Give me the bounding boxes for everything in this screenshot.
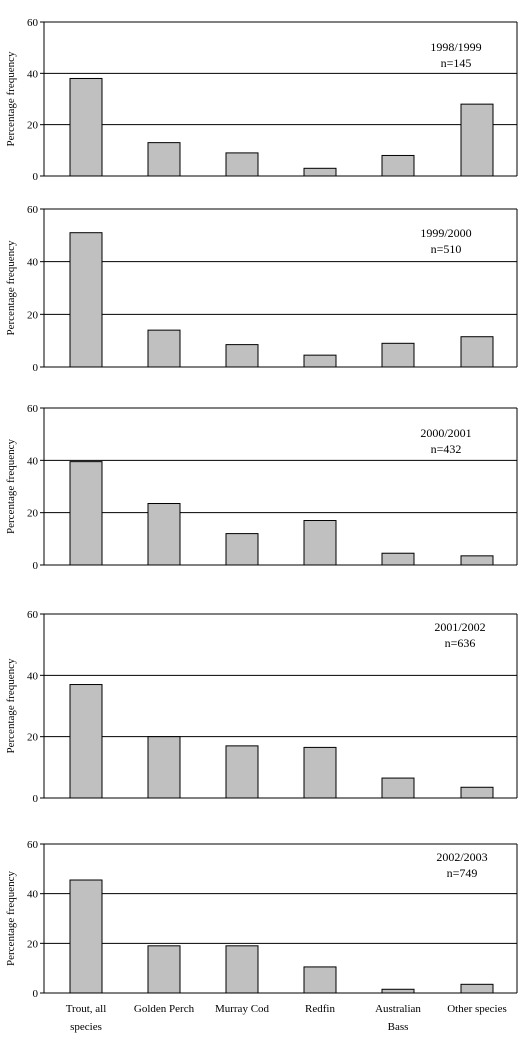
chart-panel-5: 0 20 40 60 Percentage frequency 2002/2003 n=74…	[5, 839, 518, 1000]
bar-australian-bass	[381, 777, 415, 799]
bar-golden-perch	[147, 736, 181, 799]
y-tick-label: 60	[27, 609, 39, 621]
chart-panel-4: 0 20 40 60 Percentage frequency 2001/2002 n=63…	[5, 609, 518, 805]
sample-size-label: n=510	[431, 242, 462, 256]
y-tick-label: 20	[27, 120, 39, 132]
bar-redfin	[303, 966, 337, 994]
bar-australian-bass	[381, 552, 415, 566]
y-tick-label: 0	[33, 171, 39, 183]
chart-panel-3: 0 20 40 60 Percentage frequency 2000/2001 n=43…	[5, 403, 518, 572]
y-tick-label: 20	[27, 309, 39, 321]
bar-australian-bass	[381, 154, 415, 177]
y-tick-label: 60	[27, 403, 39, 415]
bar-redfin	[303, 167, 337, 177]
y-axis-label: Percentage frequency	[5, 240, 17, 335]
bar-australian-bass	[381, 988, 415, 994]
bar-golden-perch	[147, 503, 181, 566]
y-tick-label: 0	[33, 560, 39, 572]
bar-murray-cod	[225, 945, 259, 994]
bar-trout-all-species	[69, 77, 103, 177]
x-tick-label: Murray Cod	[215, 1003, 270, 1015]
bar-trout-all-species	[69, 232, 103, 368]
x-tick-label: Bass	[388, 1021, 409, 1033]
y-tick-label: 60	[27, 17, 39, 29]
chart-panel-1: 0 20 40 60 Percentage frequency 1998/1999 n=14…	[5, 17, 518, 183]
period-label: 2001/2002	[434, 620, 485, 634]
x-tick-label: Other species	[447, 1003, 507, 1015]
y-tick-label: 40	[27, 68, 39, 80]
bar-redfin	[303, 354, 337, 368]
bar-trout-all-species	[69, 461, 103, 566]
bar-other-species	[460, 336, 494, 368]
period-label: 1999/2000	[420, 226, 471, 240]
y-axis-label: Percentage frequency	[5, 658, 17, 753]
bar-murray-cod	[225, 533, 259, 566]
bar-redfin	[303, 746, 337, 799]
y-tick-label: 40	[27, 257, 39, 269]
x-tick-label: Redfin	[305, 1003, 335, 1015]
sample-size-label: n=145	[441, 56, 472, 70]
y-tick-label: 0	[33, 793, 39, 805]
y-tick-label: 20	[27, 508, 39, 520]
bar-murray-cod	[225, 745, 259, 799]
x-tick-label: Trout, all	[66, 1003, 107, 1015]
y-tick-label: 40	[27, 455, 39, 467]
y-axis-label: Percentage frequency	[5, 51, 17, 146]
y-tick-label: 60	[27, 839, 39, 851]
bar-golden-perch	[147, 945, 181, 994]
bar-trout-all-species	[69, 684, 103, 799]
y-tick-label: 40	[27, 889, 39, 901]
period-label: 1998/1999	[430, 40, 481, 54]
bar-trout-all-species	[69, 879, 103, 994]
bar-golden-perch	[147, 142, 181, 177]
period-label: 2000/2001	[420, 426, 471, 440]
y-tick-label: 20	[27, 732, 39, 744]
x-tick-label: species	[70, 1021, 102, 1033]
bar-redfin	[303, 520, 337, 566]
bar-murray-cod	[225, 152, 259, 177]
bar-other-species	[460, 983, 494, 994]
y-tick-label: 60	[27, 204, 39, 216]
bar-other-species	[460, 555, 494, 566]
sample-size-label: n=749	[447, 866, 478, 880]
y-tick-label: 20	[27, 938, 39, 950]
sample-size-label: n=432	[431, 442, 462, 456]
y-axis-label: Percentage frequency	[5, 871, 17, 966]
y-axis-label: Percentage frequency	[5, 439, 17, 534]
bar-murray-cod	[225, 344, 259, 368]
sample-size-label: n=636	[445, 636, 476, 650]
bar-golden-perch	[147, 329, 181, 368]
y-tick-label: 40	[27, 670, 39, 682]
x-tick-label: Golden Perch	[134, 1003, 195, 1015]
y-tick-label: 0	[33, 362, 39, 374]
bar-australian-bass	[381, 342, 415, 368]
x-tick-label: Australian	[375, 1003, 421, 1015]
chart-panel-2: 0 20 40 60 Percentage frequency 1999/2000 n=51…	[5, 204, 518, 374]
period-label: 2002/2003	[436, 850, 487, 864]
bar-other-species	[460, 103, 494, 177]
y-tick-label: 0	[33, 988, 39, 1000]
bar-other-species	[460, 786, 494, 799]
